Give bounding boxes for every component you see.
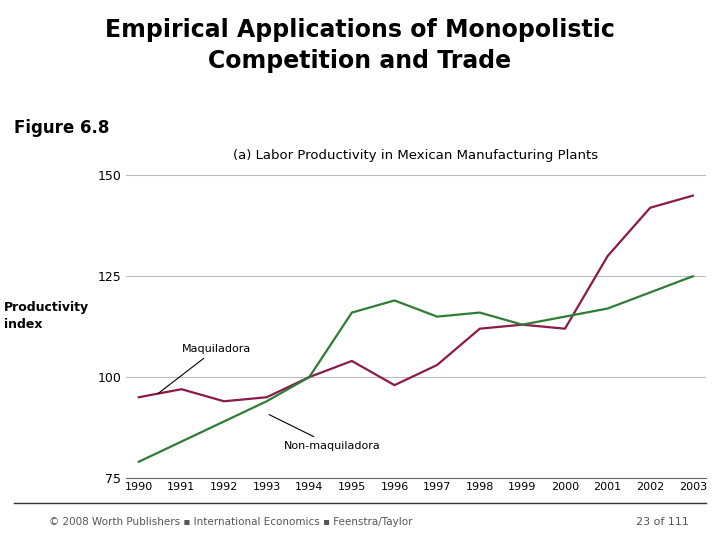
Text: Figure 6.8: Figure 6.8 — [14, 119, 109, 137]
Title: (a) Labor Productivity in Mexican Manufacturing Plants: (a) Labor Productivity in Mexican Manufa… — [233, 149, 598, 162]
Text: © 2008 Worth Publishers ▪ International Economics ▪ Feenstra/Taylor: © 2008 Worth Publishers ▪ International … — [49, 517, 412, 527]
Text: Empirical Applications of Monopolistic
Competition and Trade: Empirical Applications of Monopolistic C… — [105, 18, 615, 73]
Text: 23 of 111: 23 of 111 — [636, 517, 689, 527]
Text: Maquiladora: Maquiladora — [158, 344, 251, 394]
Text: Non-maquiladora: Non-maquiladora — [269, 415, 380, 451]
Text: Productivity
index: Productivity index — [4, 301, 89, 331]
